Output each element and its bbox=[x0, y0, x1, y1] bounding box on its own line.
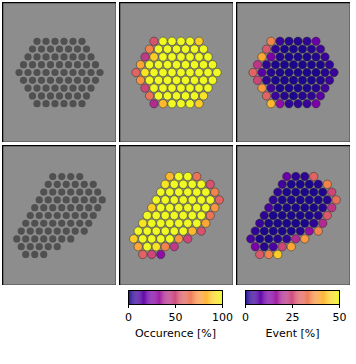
svg-text:Occurence [%]: Occurence [%] bbox=[135, 327, 216, 340]
svg-text:50: 50 bbox=[333, 311, 347, 324]
svg-text:25: 25 bbox=[286, 311, 300, 324]
svg-text:0: 0 bbox=[242, 311, 249, 324]
svg-text:0: 0 bbox=[125, 311, 132, 324]
svg-text:Event [%]: Event [%] bbox=[265, 327, 319, 340]
svg-text:50: 50 bbox=[169, 311, 183, 324]
svg-text:100: 100 bbox=[212, 311, 233, 324]
